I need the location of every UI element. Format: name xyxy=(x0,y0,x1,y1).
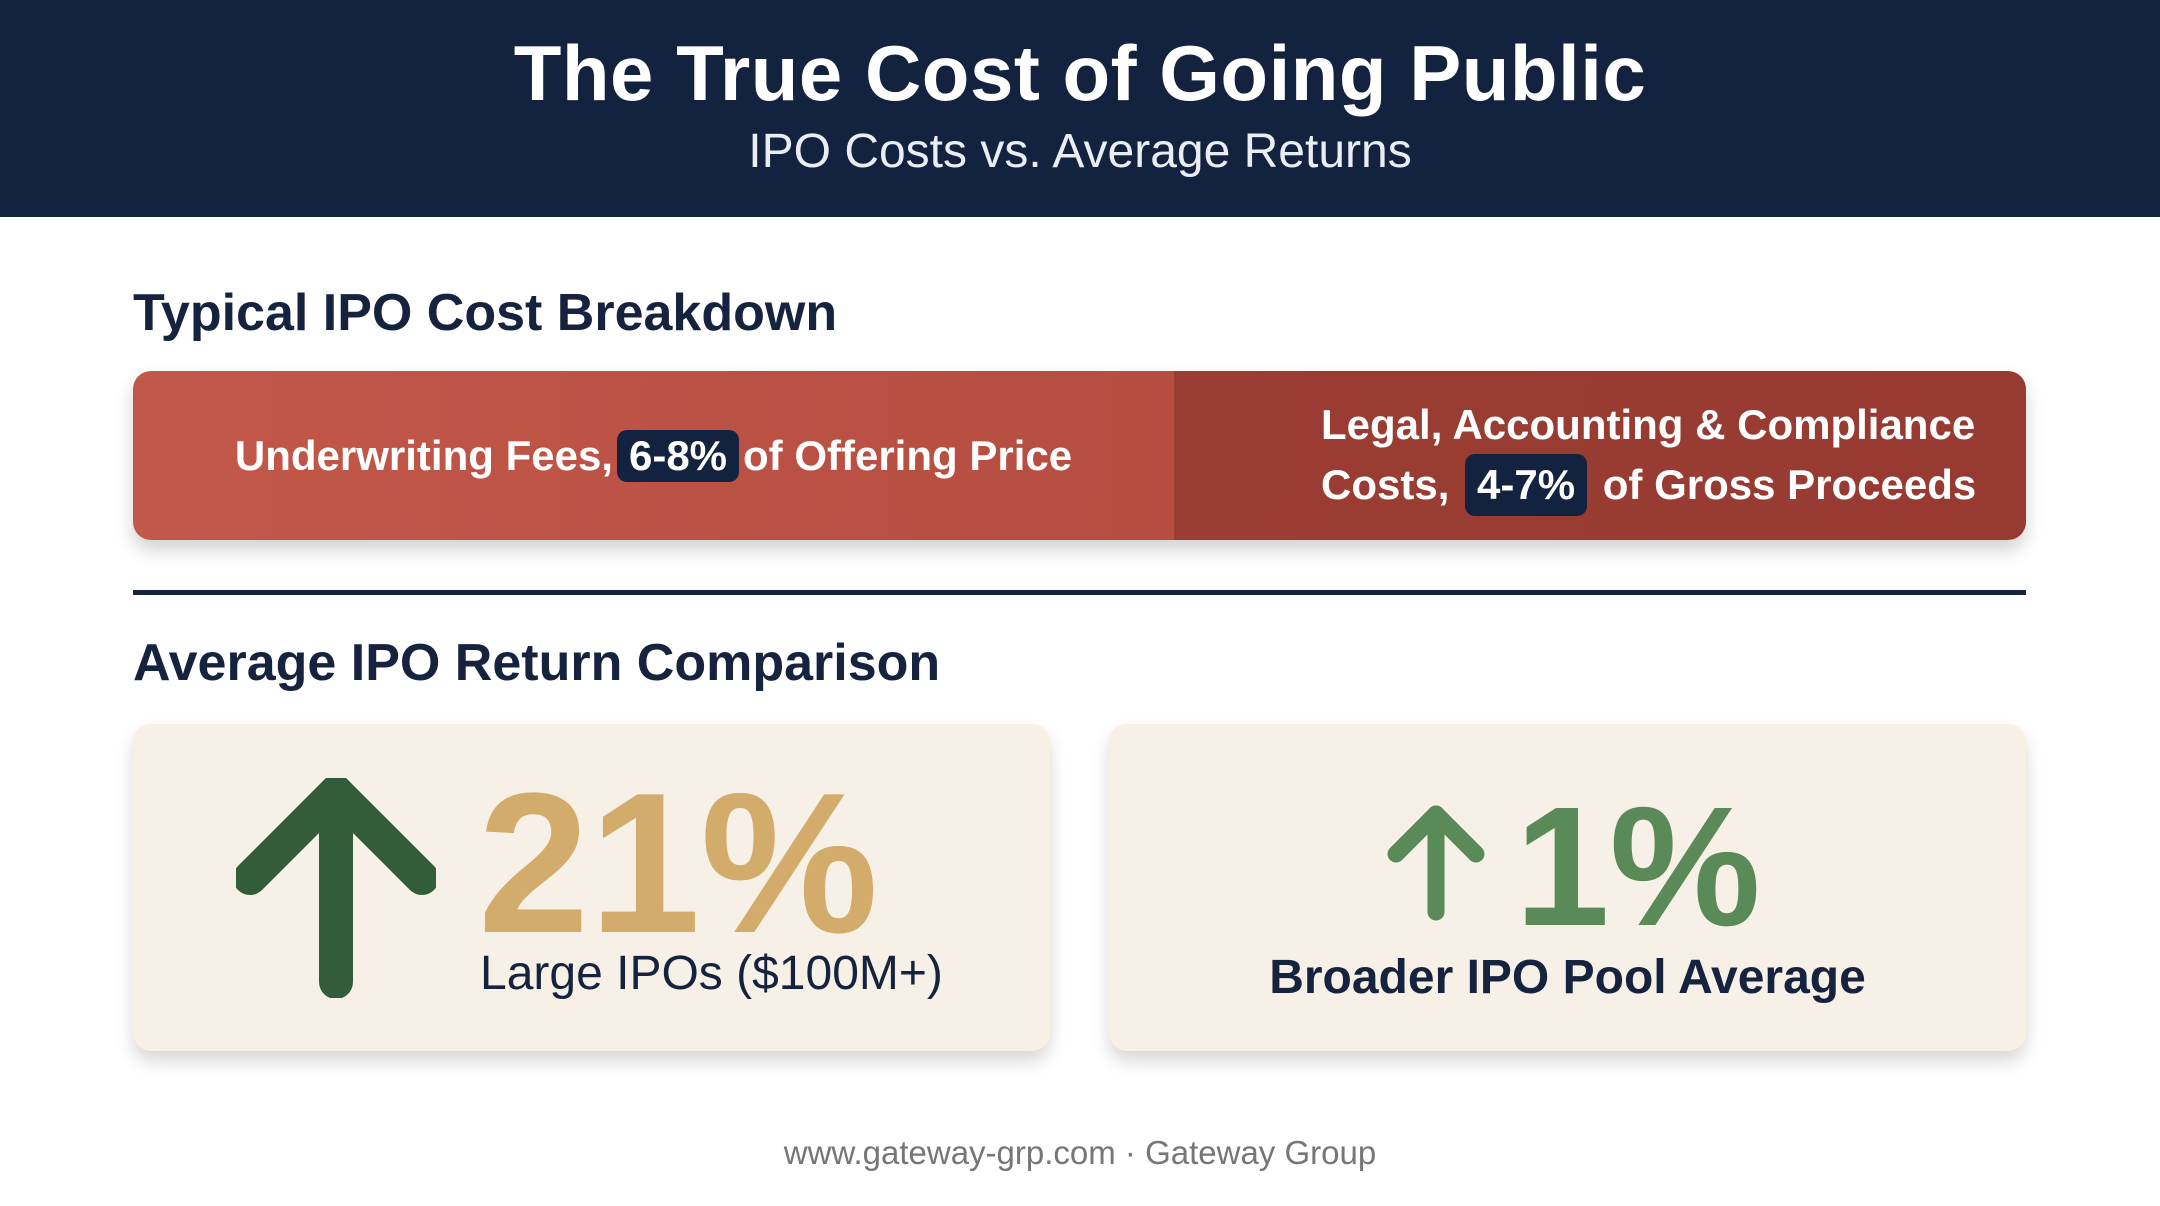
legal-suffix: of Gross Proceeds xyxy=(1602,460,1977,508)
legal-line-1: Legal, Accounting & Compliance xyxy=(1321,400,1976,448)
legal-compliance-segment: Legal, Accounting & Compliance Costs, 4-… xyxy=(1174,371,2026,540)
arrow-up-icon xyxy=(1387,805,1485,921)
cost-breakdown-bar: Underwriting Fees, 6-8% of Offering Pric… xyxy=(133,371,2026,540)
header-banner: The True Cost of Going Public IPO Costs … xyxy=(0,0,2160,217)
return-comparison-heading: Average IPO Return Comparison xyxy=(133,634,941,692)
broader-pool-label: Broader IPO Pool Average xyxy=(1269,951,1866,1004)
page-title: The True Cost of Going Public xyxy=(513,29,1647,117)
legal-percent-badge: 4-7% xyxy=(1465,453,1588,516)
broader-pool-card: 1% Broader IPO Pool Average xyxy=(1109,724,2026,1051)
large-ipo-label: Large IPOs ($100M+) xyxy=(480,947,943,1000)
underwriting-fees-segment: Underwriting Fees, 6-8% of Offering Pric… xyxy=(133,371,1174,540)
cost-breakdown-heading: Typical IPO Cost Breakdown xyxy=(133,284,838,342)
page-subtitle: IPO Costs vs. Average Returns xyxy=(748,125,1412,178)
large-ipo-card: 21% Large IPOs ($100M+) xyxy=(133,724,1050,1051)
legal-prefix: Costs, xyxy=(1321,460,1450,508)
arrow-up-icon xyxy=(236,778,436,998)
underwriting-prefix: Underwriting Fees, xyxy=(234,431,613,479)
footer-credit: www.gateway-grp.com · Gateway Group xyxy=(783,1134,1377,1171)
section-divider xyxy=(133,590,2026,595)
underwriting-suffix: of Offering Price xyxy=(743,431,1073,479)
broader-pool-return-value: 1% xyxy=(1515,772,1761,962)
underwriting-percent-badge: 6-8% xyxy=(616,429,740,482)
large-ipo-return-value: 21% xyxy=(478,752,879,975)
